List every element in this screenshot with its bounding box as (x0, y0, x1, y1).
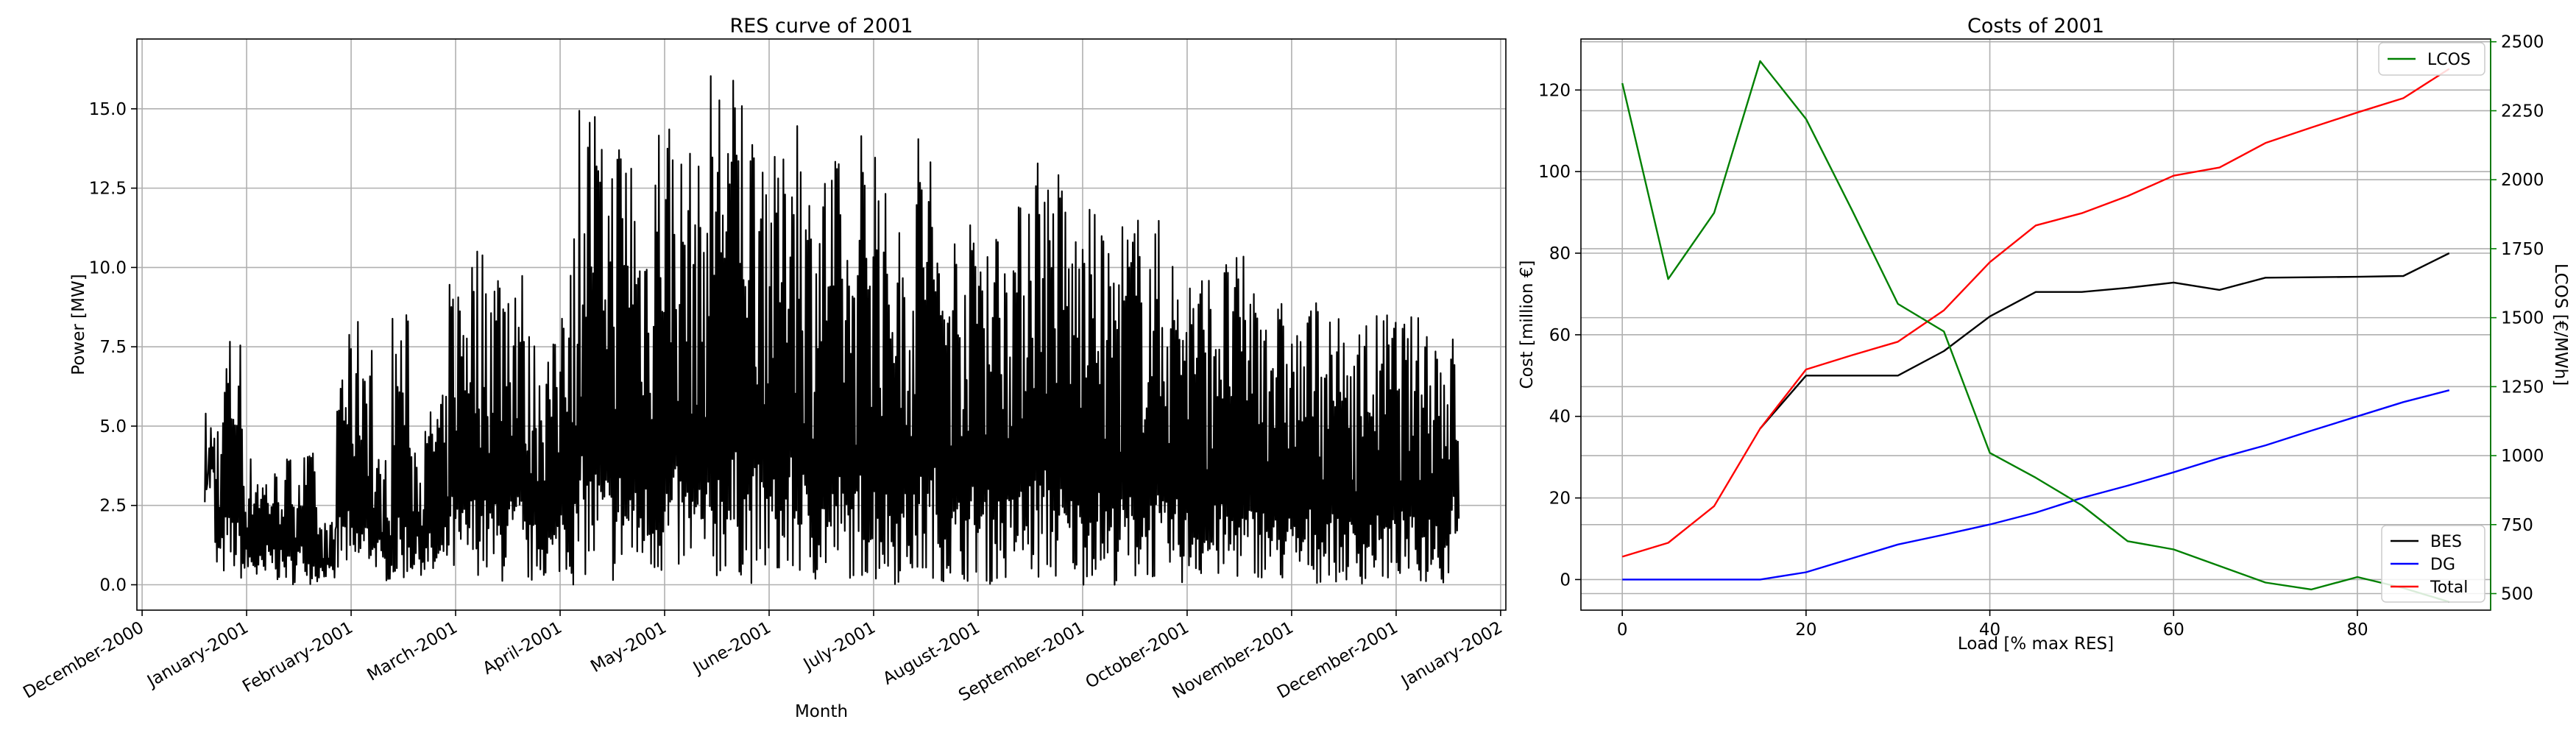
res-curve-chart: 0.02.55.07.510.012.515.0December-2000Jan… (20, 15, 1507, 721)
res-y-axis-label: Power [MW] (69, 274, 88, 375)
res-x-axis-label: Month (795, 702, 848, 721)
costs-y-tick-label: 120 (1538, 81, 1571, 100)
res-y-tick-label: 15.0 (89, 100, 127, 119)
costs-x-tick-label: 80 (2346, 620, 2368, 640)
costs-y-tick-label: 20 (1549, 489, 1571, 509)
res-x-tick-label: July-2001 (799, 618, 879, 675)
costs-y-tick-label: 80 (1549, 244, 1571, 263)
res-x-tick-label: May-2001 (587, 618, 670, 677)
legend-lcos: LCOS (2378, 42, 2485, 76)
res-x-tick-label: June-2001 (689, 618, 774, 679)
legend-label-total: Total (2430, 578, 2468, 597)
costs-series-lines (1621, 60, 2450, 603)
costs-y-tick-label: 0 (1560, 570, 1571, 590)
costs-y-axis-label: Cost [million €] (1518, 261, 1537, 389)
res-x-tick-label: October-2001 (1083, 618, 1192, 693)
lcos-y-tick-label: 2000 (2501, 171, 2544, 190)
lcos-y-tick-label: 1000 (2501, 447, 2544, 466)
res-y-tick-label: 2.5 (99, 497, 127, 516)
costs-x-tick-label: 0 (1617, 620, 1628, 640)
legend-label-lcos: LCOS (2427, 51, 2471, 69)
lcos-y-tick-label: 500 (2501, 585, 2533, 604)
costs-x-tick-label: 40 (1979, 620, 2000, 640)
res-y-tick-label: 7.5 (99, 338, 127, 357)
res-y-tick-label: 10.0 (89, 258, 127, 277)
lcos-y-tick-label: 1750 (2501, 240, 2544, 259)
res-x-tick-label: August-2001 (880, 618, 983, 689)
lcos-y-tick-label: 1500 (2501, 309, 2544, 328)
res-y-tick-label: 0.0 (99, 576, 127, 595)
lcos-y-tick-label: 2500 (2501, 33, 2544, 52)
costs-y-tick-label: 40 (1549, 408, 1571, 427)
costs-ticks: 0204060801001205007501000125015001750200… (1538, 33, 2544, 640)
costs-x-tick-label: 20 (1795, 620, 1816, 640)
res-x-tick-label: March-2001 (364, 618, 461, 685)
costs-y-tick-label: 100 (1538, 163, 1571, 182)
bes-series-line (1759, 252, 2450, 430)
res-x-tick-label: December-2000 (20, 618, 147, 703)
res-power-series-line (204, 75, 1460, 586)
res-plot-frame (136, 38, 1507, 611)
res-series-lines (204, 75, 1460, 586)
costs-chart-title: Costs of 2001 (1967, 15, 2104, 38)
lcos-y-tick-label: 750 (2501, 516, 2533, 535)
res-x-tick-label: January-2001 (143, 618, 252, 692)
costs-chart: 0204060801001205007501000125015001750200… (1518, 15, 2570, 654)
costs-x-axis-label: Load [% max RES] (1958, 634, 2114, 654)
res-x-tick-label: January-2002 (1397, 618, 1506, 692)
legend-label-dg: DG (2430, 556, 2455, 574)
lcos-series-line (1621, 60, 2450, 603)
res-y-tick-label: 12.5 (89, 180, 127, 199)
legend-costs: BES DG Total (2381, 525, 2485, 603)
res-x-tick-label: April-2001 (480, 618, 565, 679)
res-y-tick-label: 5.0 (99, 417, 127, 436)
dg-series-line (1622, 389, 2450, 581)
res-x-tick-label: February-2001 (239, 618, 356, 697)
lcos-y-tick-label: 2250 (2501, 102, 2544, 121)
lcos-y-tick-label: 1250 (2501, 378, 2544, 397)
costs-grid (1581, 39, 2491, 610)
res-chart-title: RES curve of 2001 (729, 15, 913, 38)
costs-x-tick-label: 60 (2163, 620, 2184, 640)
legend-label-bes: BES (2430, 533, 2462, 551)
lcos-y-axis-label: LCOS [€/MWh] (2551, 263, 2570, 386)
total-series-line (1621, 68, 2450, 558)
costs-y-tick-label: 60 (1549, 326, 1571, 345)
